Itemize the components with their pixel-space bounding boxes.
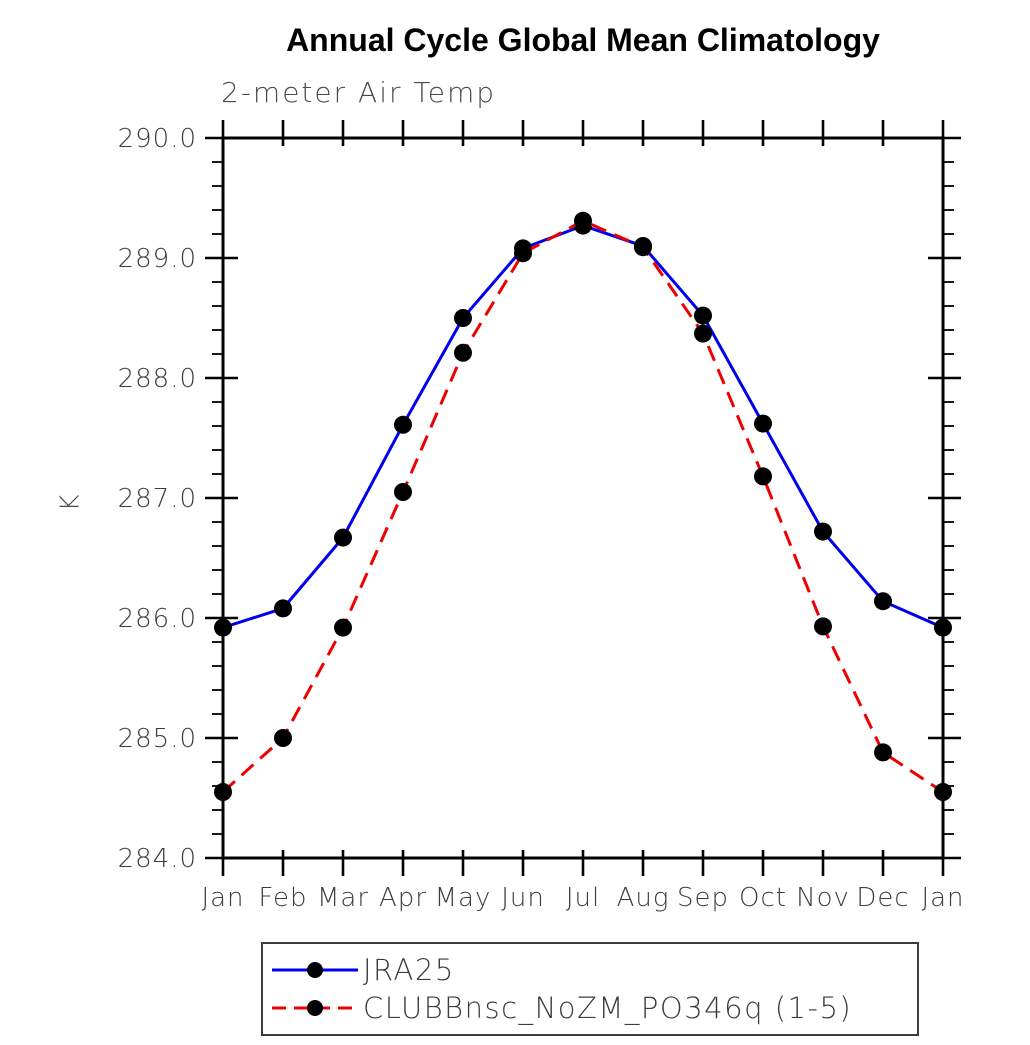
data-point-series-1 bbox=[394, 483, 412, 501]
data-point-series-1 bbox=[694, 324, 712, 343]
data-point-series-0 bbox=[874, 592, 892, 611]
x-tick-label: Jun bbox=[501, 883, 545, 913]
data-point-series-0 bbox=[934, 618, 952, 637]
x-tick-label: Oct bbox=[739, 883, 787, 913]
x-tick-label: Apr bbox=[379, 883, 427, 913]
plot-frame bbox=[221, 136, 945, 860]
legend-label-0: JRA25 bbox=[363, 953, 455, 987]
data-point-series-1 bbox=[874, 743, 892, 762]
legend-sample-marker bbox=[307, 1000, 323, 1016]
data-point-series-1 bbox=[814, 617, 832, 636]
y-tick-label: 289.0 bbox=[118, 244, 197, 274]
chart-title: Annual Cycle Global Mean Climatology bbox=[286, 22, 880, 58]
legend-sample-solid-line-icon bbox=[272, 962, 358, 978]
data-point-series-1 bbox=[514, 244, 532, 263]
x-tick-label: May bbox=[435, 883, 492, 913]
legend-box: JRA25 CLUBBnsc_NoZM_PO346q (1-5) bbox=[261, 942, 919, 1036]
legend-sample-dashed-line-icon bbox=[272, 1000, 358, 1016]
x-tick-label: Jul bbox=[566, 883, 600, 913]
x-tick-label: Nov bbox=[796, 883, 850, 913]
data-point-series-0 bbox=[754, 414, 772, 433]
data-point-series-1 bbox=[214, 783, 232, 801]
y-tick-label: 284.0 bbox=[118, 844, 197, 874]
x-tick-label: Mar bbox=[317, 883, 369, 913]
legend-sample-marker bbox=[307, 962, 323, 978]
x-tick-label: Feb bbox=[258, 883, 307, 913]
data-point-series-1 bbox=[334, 618, 352, 637]
data-point-series-1 bbox=[274, 729, 292, 747]
data-point-series-0 bbox=[334, 528, 352, 547]
y-tick-label: 290.0 bbox=[118, 124, 197, 154]
data-point-series-0 bbox=[394, 415, 412, 434]
y-tick-label: 285.0 bbox=[118, 724, 197, 754]
legend-entry-1: CLUBBnsc_NoZM_PO346q (1-5) bbox=[269, 991, 917, 1025]
legend-entry-0: JRA25 bbox=[269, 953, 917, 987]
y-tick-label: 288.0 bbox=[118, 364, 197, 394]
x-tick-label: Jan bbox=[921, 883, 964, 913]
data-point-series-1 bbox=[634, 238, 652, 257]
data-point-series-1 bbox=[454, 343, 472, 362]
data-point-series-1 bbox=[574, 211, 592, 230]
data-point-series-1 bbox=[754, 467, 772, 486]
x-tick-label: Dec bbox=[856, 883, 909, 913]
legend-label-1: CLUBBnsc_NoZM_PO346q (1-5) bbox=[363, 991, 853, 1025]
x-tick-label: Jan bbox=[201, 883, 244, 913]
data-point-series-0 bbox=[274, 599, 292, 618]
data-point-series-0 bbox=[694, 306, 712, 325]
series-line-0 bbox=[222, 224, 944, 630]
data-point-series-0 bbox=[454, 309, 472, 327]
data-point-series-0 bbox=[214, 618, 232, 637]
data-point-series-0 bbox=[814, 522, 832, 541]
chart-subtitle: 2-meter Air Temp bbox=[221, 76, 497, 109]
x-tick-label: Aug bbox=[617, 883, 670, 913]
data-point-series-1 bbox=[934, 783, 952, 801]
x-tick-label: Sep bbox=[677, 883, 729, 913]
series-line-1 bbox=[221, 219, 944, 794]
y-tick-label: 286.0 bbox=[118, 604, 197, 634]
y-tick-label: 287.0 bbox=[118, 484, 197, 514]
